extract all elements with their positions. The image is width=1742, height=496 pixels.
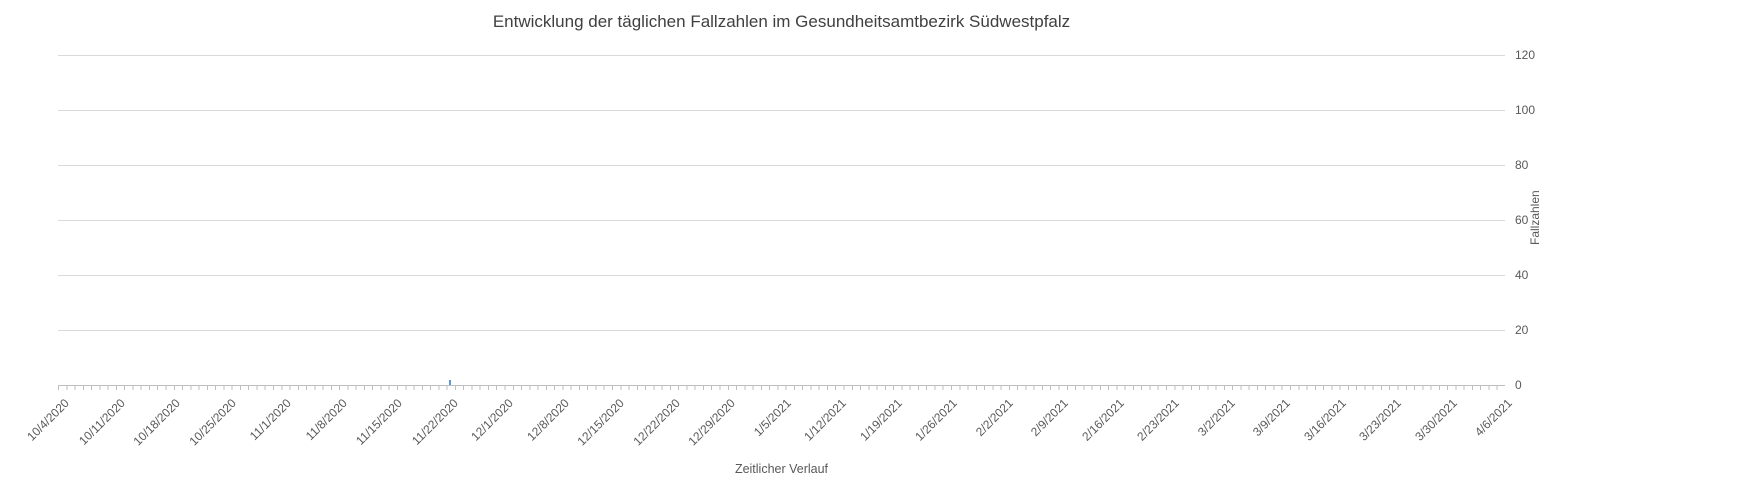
x-tick-label: 11/15/2020 [353, 396, 405, 448]
x-tick-label: 12/1/2020 [468, 396, 516, 444]
bar [448, 379, 451, 385]
gridline-y-100 [58, 110, 1505, 111]
y-tick-label-60: 60 [1515, 213, 1529, 227]
x-tick-label: 4/6/2021 [1471, 396, 1515, 439]
x-tick-label: 3/9/2021 [1249, 396, 1293, 439]
chart-title: Entwicklung der täglichen Fallzahlen im … [492, 12, 1071, 31]
x-tick-label: 2/16/2021 [1078, 396, 1127, 444]
x-tick-label: 10/25/2020 [186, 396, 239, 449]
x-tick-label: 1/12/2021 [801, 396, 849, 444]
x-tick-label: 10/18/2020 [130, 396, 183, 449]
x-tick-label: 12/8/2020 [523, 396, 572, 444]
gridline-y-60 [58, 220, 1505, 221]
y-tick-label-40: 40 [1515, 268, 1529, 282]
x-axis-tick-marks [58, 386, 1505, 390]
y-tick-label-100: 100 [1515, 103, 1536, 117]
gridline-y-20 [58, 330, 1505, 331]
x-tick-label: 3/2/2021 [1194, 396, 1238, 439]
y-tick-label-80: 80 [1515, 158, 1529, 172]
gridline-y-120 [58, 55, 1505, 56]
x-tick-label: 12/15/2020 [574, 396, 627, 449]
x-tick-label: 10/4/2020 [24, 396, 72, 444]
x-tick-label: 11/8/2020 [302, 396, 350, 444]
y-tick-label-120: 120 [1515, 48, 1536, 62]
x-tick-label: 12/22/2020 [630, 396, 683, 449]
y-tick-label-20: 20 [1515, 323, 1529, 337]
x-tick-label: 2/23/2021 [1134, 396, 1182, 444]
x-axis-title: Zeitlicher Verlauf [734, 462, 829, 476]
plot-area [58, 55, 1505, 386]
x-tick-label: 11/1/2020 [246, 396, 294, 444]
x-tick-label: 11/22/2020 [408, 396, 461, 448]
x-tick-label: 1/26/2021 [912, 396, 960, 444]
x-tick-label: 2/2/2021 [972, 396, 1016, 439]
bar-series [58, 55, 1505, 385]
x-tick-label: 3/23/2021 [1356, 396, 1404, 444]
gridline-y-40 [58, 275, 1505, 276]
x-tick-label: 2/9/2021 [1027, 396, 1071, 439]
y-tick-label-0: 0 [1515, 378, 1522, 392]
x-tick-label: 3/30/2021 [1411, 396, 1460, 444]
x-tick-label: 1/5/2021 [750, 396, 794, 439]
gridline-y-80 [58, 165, 1505, 166]
x-tick-label: 12/29/2020 [685, 396, 738, 449]
x-tick-label: 1/19/2021 [856, 396, 905, 444]
x-tick-label: 3/16/2021 [1300, 396, 1349, 444]
x-tick-label: 10/11/2020 [75, 396, 128, 448]
